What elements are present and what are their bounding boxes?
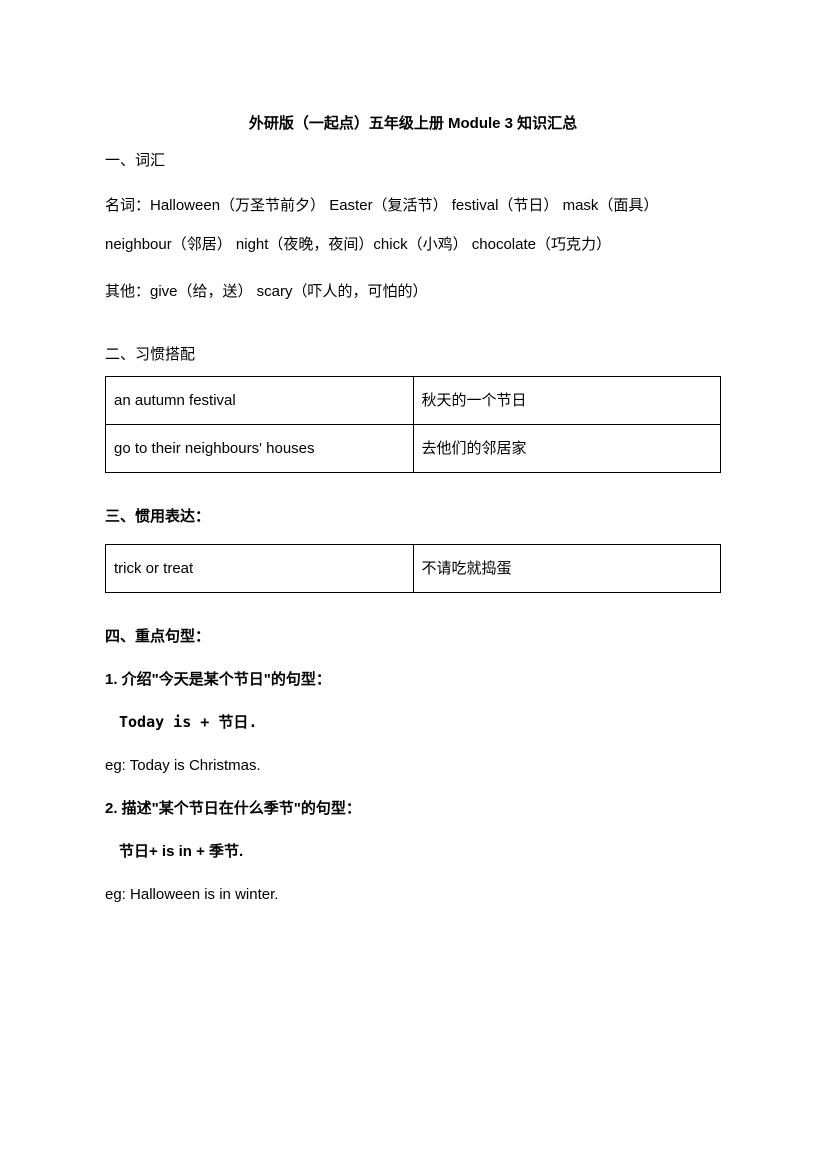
collocations-table: an autumn festival 秋天的一个节日 go to their n… (105, 376, 721, 473)
table-cell: 秋天的一个节日 (413, 377, 721, 425)
table-cell: 去他们的邻居家 (413, 425, 721, 473)
expressions-table: trick or treat 不请吃就捣蛋 (105, 544, 721, 593)
table-cell: trick or treat (106, 545, 414, 593)
table-cell: 不请吃就捣蛋 (413, 545, 721, 593)
others-paragraph: 其他：give（给，送） scary（吓人的，可怕的） (105, 272, 721, 311)
table-row: an autumn festival 秋天的一个节日 (106, 377, 721, 425)
section2-heading: 二、习惯搭配 (105, 341, 721, 368)
item2-pattern: 节日+ is in + 季节. (119, 838, 721, 865)
item2-subheading: 2. 描述"某个节日在什么季节"的句型： (105, 795, 721, 822)
document-title: 外研版（一起点）五年级上册 Module 3 知识汇总 (105, 110, 721, 137)
section4-heading: 四、重点句型： (105, 623, 721, 650)
item1-pattern: Today is + 节日. (119, 709, 721, 736)
table-row: go to their neighbours' houses 去他们的邻居家 (106, 425, 721, 473)
item1-example: eg: Today is Christmas. (105, 752, 721, 779)
section1-heading: 一、词汇 (105, 147, 721, 174)
table-row: trick or treat 不请吃就捣蛋 (106, 545, 721, 593)
item1-subheading: 1. 介绍"今天是某个节日"的句型： (105, 666, 721, 693)
table-cell: go to their neighbours' houses (106, 425, 414, 473)
section3-heading: 三、惯用表达： (105, 503, 721, 530)
nouns-paragraph: 名词：Halloween（万圣节前夕） Easter（复活节） festival… (105, 186, 721, 264)
table-cell: an autumn festival (106, 377, 414, 425)
item2-example: eg: Halloween is in winter. (105, 881, 721, 908)
